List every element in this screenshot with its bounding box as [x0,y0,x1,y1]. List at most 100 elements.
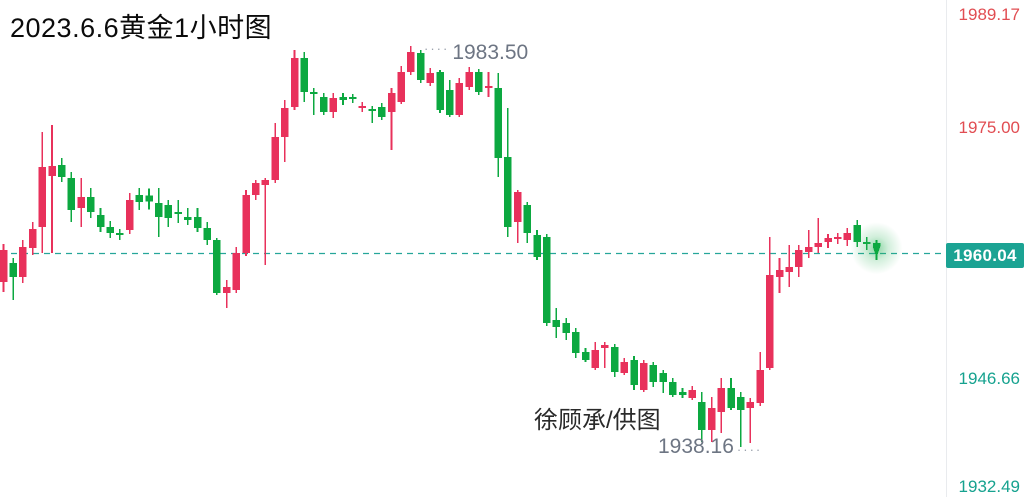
candle [87,187,95,218]
candle [562,317,570,340]
candle [620,358,629,375]
candle [232,246,241,294]
candle [154,187,163,237]
candle [57,158,66,182]
candle [775,258,784,294]
candle [581,348,590,362]
y-axis-label: 1989.17 [958,5,1020,24]
candle [736,391,745,447]
candle [727,377,735,410]
candle [281,100,289,162]
candle [271,122,279,184]
candle [804,229,813,259]
candle [203,222,211,246]
candle [222,280,231,308]
candle [814,217,823,253]
candle [513,190,522,243]
candle [407,46,415,75]
candle [38,132,47,253]
candle [610,344,619,378]
candle [135,187,144,210]
candle [484,71,493,98]
candle [48,125,56,253]
candle [242,190,250,256]
candle [669,377,677,398]
candle [436,69,444,114]
high-price-label: 1983.50 [452,41,529,64]
candle [290,49,299,110]
candle [659,370,667,394]
candle [455,77,464,117]
candle [28,222,37,256]
candle [649,361,658,388]
candle [319,93,328,116]
candle [630,355,638,391]
candle [707,397,716,443]
high-marker-dots-icon: ···· [424,40,450,56]
low-marker-dots-icon: ···· [736,441,763,457]
candle [358,102,367,113]
candle [766,236,774,371]
chart-title: 2023.6.6黄金1小时图 [10,13,273,43]
candle [174,200,182,223]
candle [0,244,8,292]
candle [475,68,483,95]
high-price-annotation: ···· 1983.50 [424,41,528,65]
candle [416,49,425,84]
candle [9,258,17,301]
current-price-tag: 1960.04 [946,243,1024,268]
candle [387,87,396,150]
candle [251,180,260,201]
candle [300,51,308,103]
candle [96,207,105,233]
candle [77,177,85,227]
candle [639,359,648,392]
candle [116,229,124,240]
candle [843,228,852,246]
candle [833,232,842,245]
candle [19,239,27,284]
candle [678,387,687,398]
candle [542,233,551,327]
candle [348,93,357,104]
candle [368,106,376,123]
candle [572,328,580,359]
candle [184,207,192,226]
candle [824,233,832,249]
candle [339,93,347,106]
candle [795,245,803,278]
candle [533,229,541,261]
candle [552,307,561,339]
candle [329,93,338,119]
candle [397,65,405,104]
low-price-annotation: 1938.16 ···· [658,435,762,459]
candle [67,171,76,223]
candle [504,108,512,237]
candle [145,188,153,210]
candle [193,207,202,233]
candle [378,103,386,120]
candle [717,377,726,433]
candle [601,342,609,369]
candle [106,220,114,239]
candle [494,72,502,178]
candle [591,342,599,371]
y-axis-label: 1932.49 [958,477,1020,496]
candle [213,238,221,295]
candlestick-layer [0,46,903,447]
candle [523,202,532,243]
candle [698,391,706,443]
candle [445,80,454,117]
candle [746,397,755,443]
candle [688,386,696,401]
y-axis-label: 1975.00 [958,118,1020,137]
candle [426,68,435,87]
y-axis-label: 1946.66 [958,369,1020,388]
candle [785,245,793,288]
candle [756,351,764,407]
candle [261,177,270,265]
candle [872,239,881,261]
watermark-credit: 徐顾承/供图 [534,407,661,434]
